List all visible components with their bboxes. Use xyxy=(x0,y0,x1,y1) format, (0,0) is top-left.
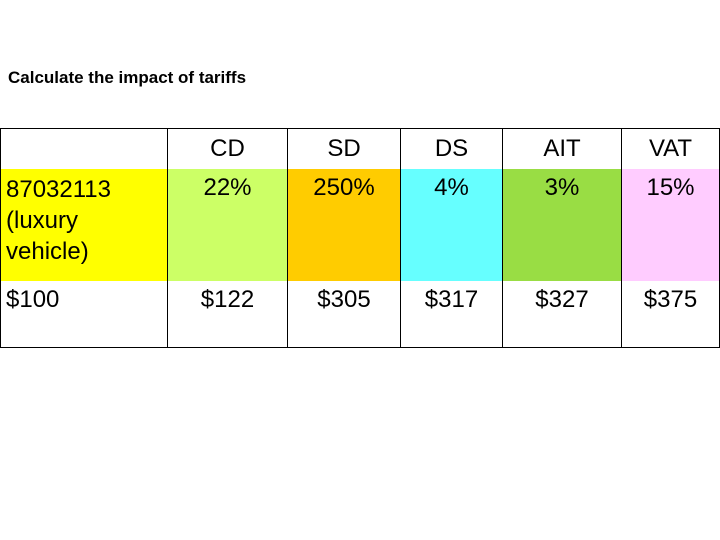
value-vat: $375 xyxy=(621,281,720,348)
header-row: CD SD DS AIT VAT xyxy=(0,128,720,169)
rate-ds-value: 4% xyxy=(434,174,469,201)
product-code: 87032113 xyxy=(6,176,111,203)
header-ait: AIT xyxy=(502,128,622,169)
rate-ait-value: 3% xyxy=(544,174,580,201)
value-sd: $305 xyxy=(287,281,401,348)
value-sd-amount: $305 xyxy=(317,286,371,313)
rate-row: 87032113 (luxury vehicle) 22% 250% 4% 3%… xyxy=(0,169,720,281)
rate-vat-value: 15% xyxy=(646,174,695,201)
rate-vat: 15% xyxy=(621,169,720,281)
header-cd: CD xyxy=(167,128,288,169)
rate-ait: 3% xyxy=(502,169,622,281)
value-ait-amount: $327 xyxy=(535,286,589,313)
value-cd: $122 xyxy=(167,281,288,348)
value-vat-amount: $375 xyxy=(643,286,698,313)
rate-sd: 250% xyxy=(287,169,401,281)
header-sd: SD xyxy=(287,128,401,169)
product-price: $100 xyxy=(6,286,60,313)
product-desc-line2: vehicle) xyxy=(6,238,89,265)
value-row: $100 $122 $305 $317 $327 $375 xyxy=(0,281,720,348)
rate-cd-value: 22% xyxy=(203,174,252,201)
price-cell: $100 xyxy=(0,281,168,348)
value-ds: $317 xyxy=(400,281,503,348)
value-cd-amount: $122 xyxy=(200,286,255,313)
header-vat-label: VAT xyxy=(648,135,693,162)
rate-ds: 4% xyxy=(400,169,503,281)
rate-sd-value: 250% xyxy=(313,174,375,201)
product-cell: 87032113 (luxury vehicle) xyxy=(0,169,168,281)
rate-cd: 22% xyxy=(167,169,288,281)
header-ds-label: DS xyxy=(434,135,469,162)
header-vat: VAT xyxy=(621,128,720,169)
header-corner-cell xyxy=(0,128,168,169)
header-cd-label: CD xyxy=(210,135,245,162)
header-ait-label: AIT xyxy=(543,135,581,162)
product-desc-line1: (luxury xyxy=(6,207,79,234)
value-ait: $327 xyxy=(502,281,622,348)
page-title: Calculate the impact of tariffs xyxy=(8,68,247,87)
value-ds-amount: $317 xyxy=(424,286,479,313)
tariff-table: CD SD DS AIT VAT 87032113 (luxury vehicl… xyxy=(0,128,720,348)
product-description: 87032113 (luxury vehicle) xyxy=(1,169,167,267)
header-ds: DS xyxy=(400,128,503,169)
header-sd-label: SD xyxy=(327,135,361,162)
